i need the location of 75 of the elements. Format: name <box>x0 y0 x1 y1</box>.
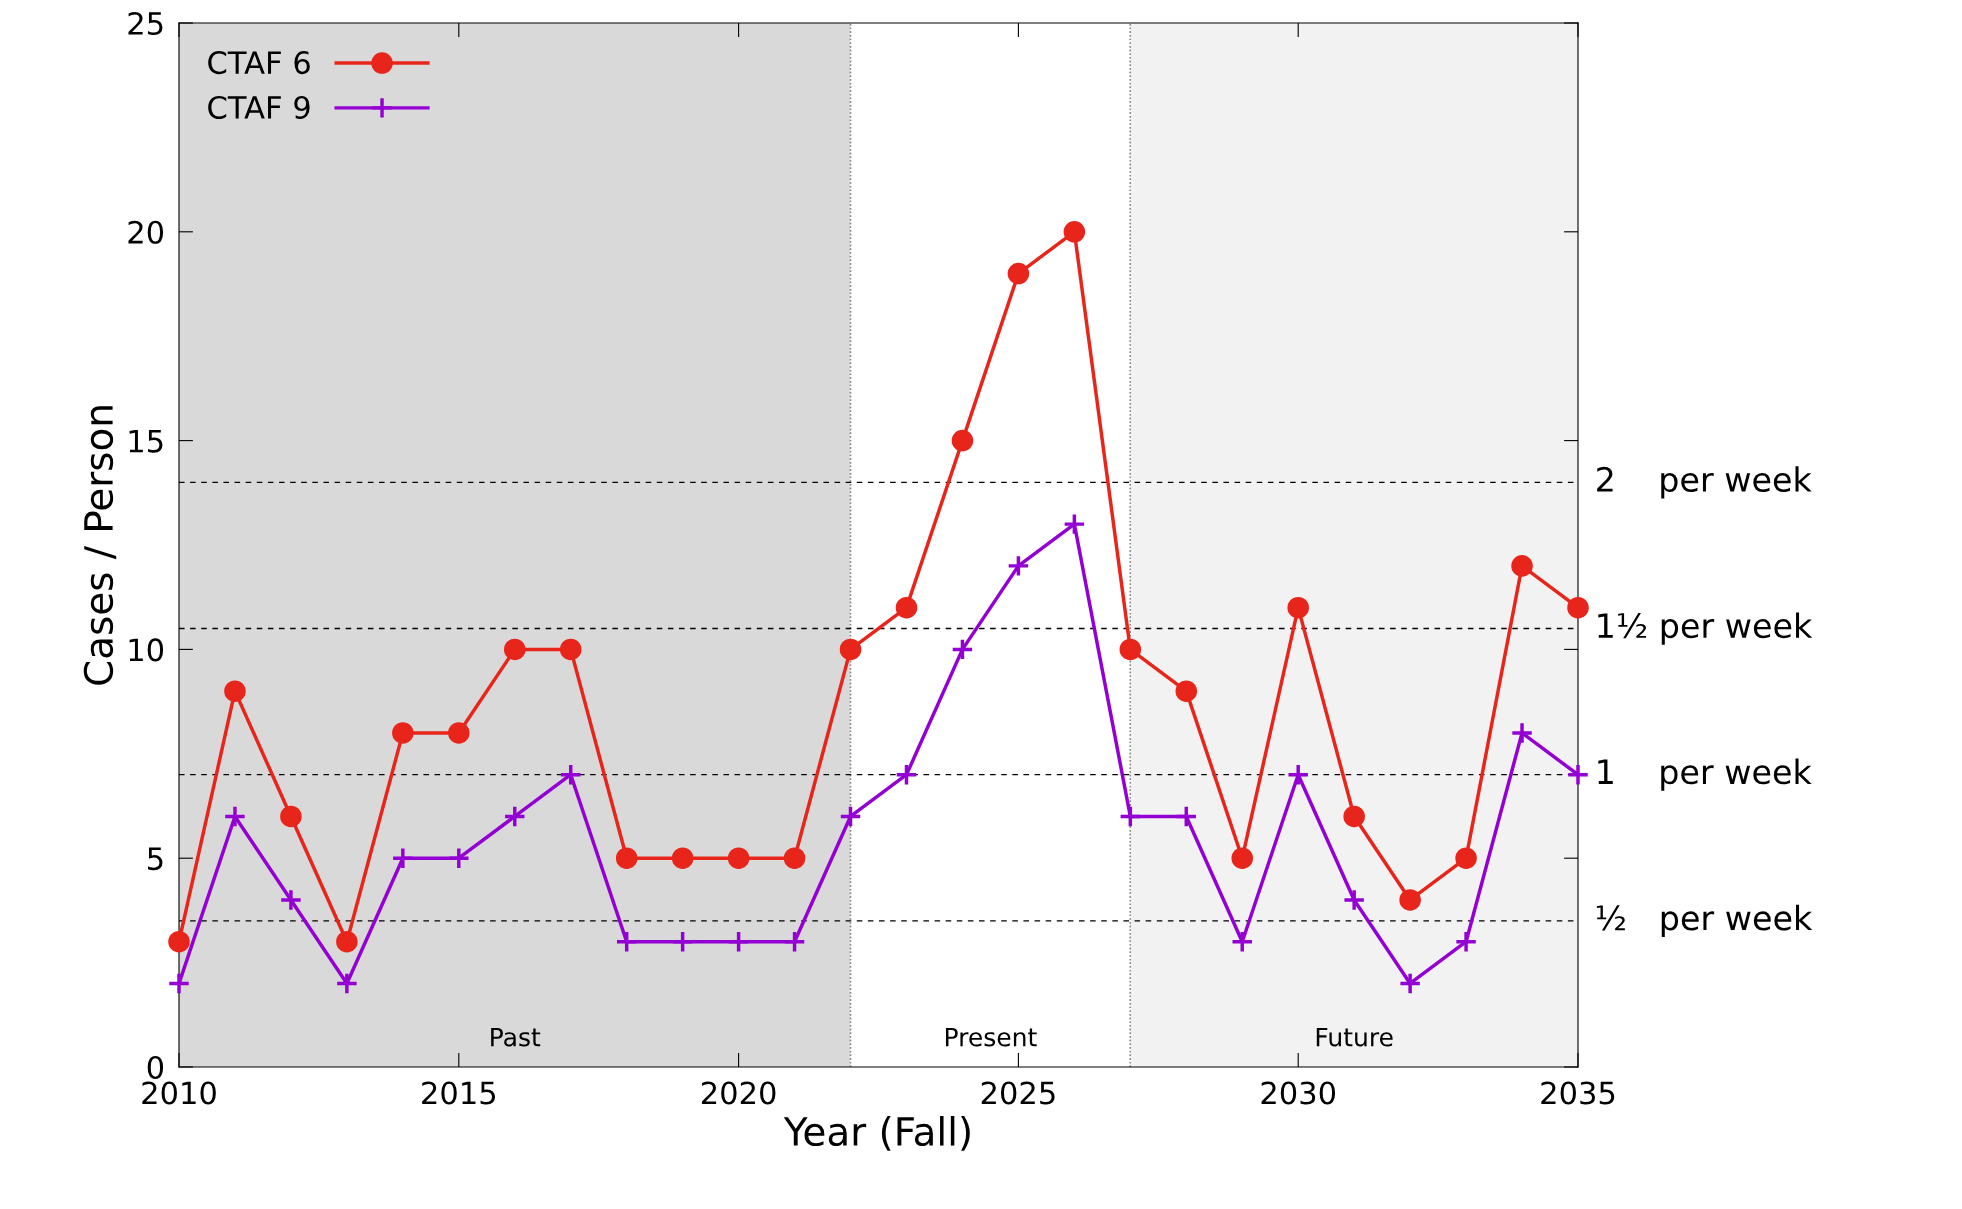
point <box>1007 262 1030 285</box>
point <box>1454 930 1478 954</box>
x-tick-label: 2010 <box>142 1081 216 1105</box>
point <box>1455 847 1477 869</box>
point <box>1510 721 1534 745</box>
band-label: Past <box>491 1027 541 1047</box>
x-tick-label: 2035 <box>1541 1081 1615 1105</box>
point <box>1118 804 1142 828</box>
point <box>895 763 918 787</box>
point <box>280 805 302 828</box>
point <box>559 763 583 787</box>
x-axis-title: Year (Fall) <box>783 1116 970 1151</box>
x-tick-label: 2025 <box>981 1081 1055 1105</box>
point <box>279 888 303 912</box>
point <box>1567 596 1589 619</box>
point <box>1119 638 1142 661</box>
point <box>447 846 471 870</box>
point <box>336 930 358 953</box>
point <box>1063 221 1086 243</box>
point <box>167 972 191 995</box>
x-tick-label: 2020 <box>701 1081 776 1105</box>
point <box>1230 930 1254 954</box>
point <box>1231 847 1254 869</box>
y-tick-label: 0 <box>147 1055 164 1080</box>
point <box>1343 805 1365 828</box>
ref-line-label: 2 per week <box>1597 466 1812 499</box>
point <box>224 680 246 702</box>
x-tick-label: 2030 <box>1261 1081 1336 1105</box>
point <box>950 637 974 661</box>
y-tick-label: 25 <box>128 11 163 36</box>
point <box>839 804 862 828</box>
point <box>1511 555 1533 577</box>
point <box>448 722 470 744</box>
point <box>615 930 639 954</box>
point <box>671 847 694 869</box>
point <box>503 638 526 661</box>
point <box>559 638 582 661</box>
point <box>1398 972 1422 995</box>
point <box>1175 680 1198 702</box>
point <box>1566 763 1590 787</box>
point <box>1342 888 1366 912</box>
point <box>727 847 750 869</box>
ref-line-label: ½ per week <box>1596 904 1813 937</box>
point <box>615 847 638 869</box>
point <box>1062 512 1086 536</box>
point <box>839 638 862 661</box>
point <box>503 804 527 828</box>
x-tick-label: 2015 <box>422 1081 496 1105</box>
point <box>1006 554 1030 578</box>
legend-label: CTAF 6 <box>208 51 310 75</box>
point <box>1286 763 1310 787</box>
point <box>223 804 247 828</box>
point <box>783 930 807 954</box>
point <box>1174 804 1198 828</box>
y-tick-label: 5 <box>148 847 163 871</box>
y-axis-title: Cases / Person <box>83 406 117 685</box>
legend-label: CTAF 9 <box>208 95 310 119</box>
band-label: Present <box>945 1027 1037 1047</box>
point <box>783 847 806 869</box>
point <box>951 429 974 452</box>
point <box>895 596 918 619</box>
y-tick-label: 20 <box>128 220 164 244</box>
point <box>168 930 190 953</box>
y-tick-label: 15 <box>129 429 163 453</box>
point <box>391 846 415 870</box>
point <box>1287 596 1309 619</box>
point <box>727 930 751 954</box>
point <box>335 972 359 995</box>
ref-line-label: 1 per week <box>1598 758 1812 791</box>
y-tick-label: 10 <box>129 638 164 662</box>
ref-line-label: 1½ per week <box>1598 612 1813 645</box>
band-label: Future <box>1316 1027 1393 1047</box>
point <box>671 930 695 954</box>
point <box>1399 889 1421 911</box>
point <box>392 722 414 744</box>
